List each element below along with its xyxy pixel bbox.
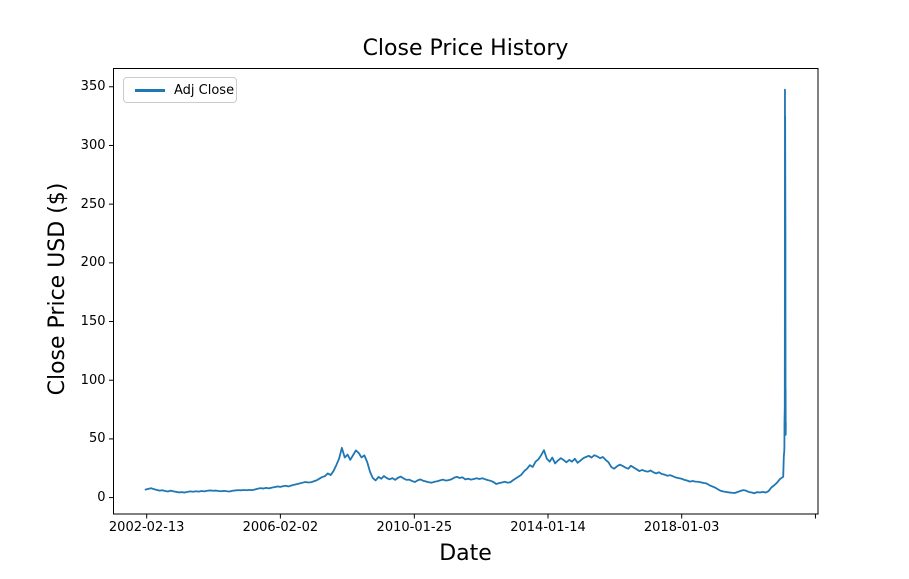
x-tick-label: 2018-01-03 (643, 520, 720, 535)
x-tick-label: 2006-02-02 (242, 520, 319, 535)
axes-frame (113, 68, 819, 515)
y-tick-label: 0 (97, 490, 106, 506)
chart-title: Close Price History (362, 36, 569, 61)
y-tick-label: 100 (80, 372, 106, 388)
y-tick-label: 300 (80, 137, 106, 153)
y-tick-label: 200 (80, 255, 106, 271)
y-tick-label: 250 (80, 196, 106, 212)
x-tick-label: 2014-01-14 (510, 520, 586, 535)
y-tick-label: 50 (88, 431, 106, 447)
legend: Adj Close (123, 77, 237, 103)
x-axis-label: Date (439, 541, 492, 566)
price-line (144, 88, 787, 495)
y-tick-label: 150 (80, 314, 106, 330)
legend-line-sample (135, 88, 165, 92)
x-tick-label: 2010-01-25 (376, 520, 453, 535)
legend-label: Adj Close (174, 82, 235, 98)
x-tick-label: 2002-02-13 (108, 520, 185, 535)
y-tick-label: 350 (80, 79, 106, 95)
